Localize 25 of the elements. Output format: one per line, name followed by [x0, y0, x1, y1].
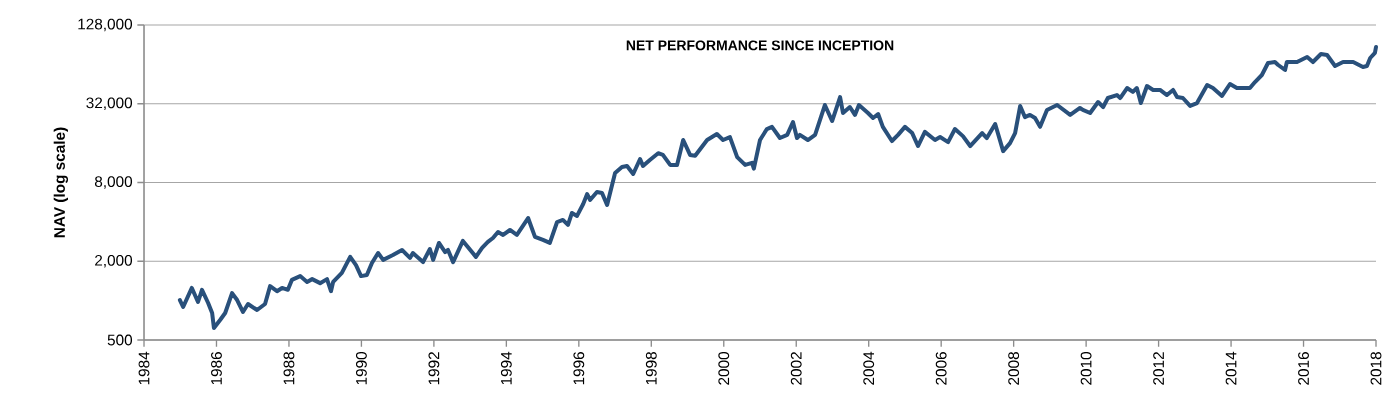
y-tick-label: 128,000: [78, 18, 133, 32]
x-tick-label: 2002: [790, 352, 802, 385]
y-tick-label: 2,000: [95, 254, 133, 268]
x-tick-label: 1986: [211, 352, 222, 385]
x-tick-label: 1996: [573, 352, 585, 385]
x-tick-label: 1988: [283, 352, 295, 385]
y-tick-label: 500: [107, 334, 133, 346]
y-tick-label: 8,000: [94, 176, 133, 189]
x-tick-label: 1998: [645, 352, 657, 385]
text: NET PERFORMANCE SINCE INCEPTION: [626, 40, 894, 51]
x-tick-label: 2018: [1370, 352, 1382, 385]
x-tick-label: 1990: [355, 351, 367, 385]
x-tick-label: 2014: [1225, 351, 1237, 385]
x-tick-label: 2004: [863, 351, 875, 385]
x-tick-label: 1992: [428, 352, 440, 385]
x-tick-label: 2012: [1153, 352, 1165, 385]
x-tick-label: 2000: [718, 351, 730, 385]
x-tick-label: 1984: [138, 351, 150, 385]
x-tick-label: 2016: [1298, 352, 1309, 385]
x-tick-label: 2010: [1080, 351, 1092, 385]
y-axis-title: NAV (log scale): [53, 127, 69, 238]
x-tick-label: 2008: [1008, 352, 1020, 385]
x-tick-label: 2006: [935, 352, 947, 385]
y-tick-label: 32,000: [86, 97, 133, 111]
x-tick-label: 1994: [500, 351, 512, 385]
